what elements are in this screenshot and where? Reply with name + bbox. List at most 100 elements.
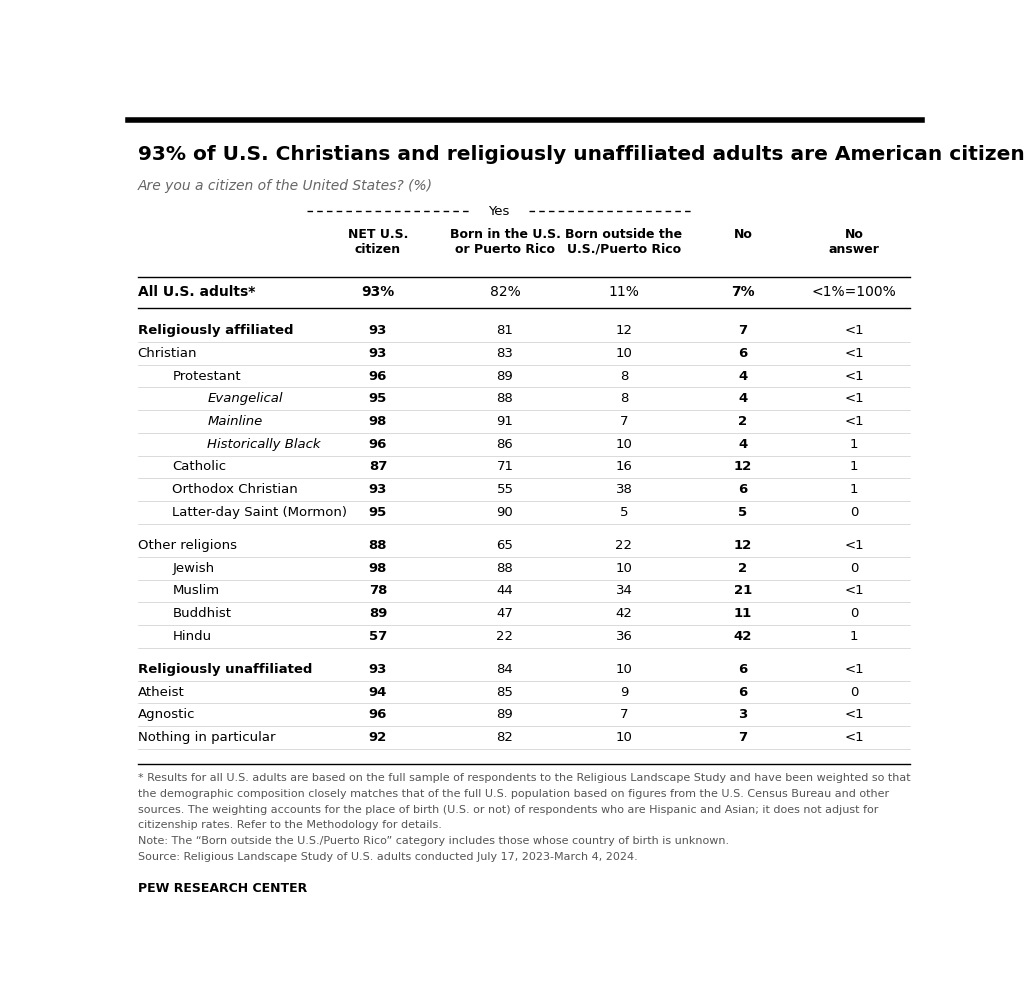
Text: Are you a citizen of the United States? (%): Are you a citizen of the United States? … <box>137 179 432 193</box>
Text: 93: 93 <box>369 346 387 360</box>
Text: 93% of U.S. Christians and religiously unaffiliated adults are American citizens: 93% of U.S. Christians and religiously u… <box>137 145 1024 163</box>
Text: 6: 6 <box>738 663 748 676</box>
Text: 12: 12 <box>734 539 753 552</box>
Text: Religiously affiliated: Religiously affiliated <box>137 324 293 338</box>
Text: Orthodox Christian: Orthodox Christian <box>172 483 298 496</box>
Text: Nothing in particular: Nothing in particular <box>137 731 275 744</box>
Text: 95: 95 <box>369 506 387 519</box>
Text: 11%: 11% <box>608 285 639 299</box>
Text: 47: 47 <box>497 607 513 620</box>
Text: 89: 89 <box>497 370 513 383</box>
Text: 7: 7 <box>620 708 629 721</box>
Text: Protestant: Protestant <box>172 370 241 383</box>
Text: 9: 9 <box>620 686 628 699</box>
Text: Jewish: Jewish <box>172 562 215 575</box>
Text: 4: 4 <box>738 393 748 405</box>
Text: <1: <1 <box>845 346 864 360</box>
Text: 34: 34 <box>615 584 633 597</box>
Text: sources. The weighting accounts for the place of birth (U.S. or not) of responde: sources. The weighting accounts for the … <box>137 805 878 815</box>
Text: Born in the U.S.
or Puerto Rico: Born in the U.S. or Puerto Rico <box>450 228 560 256</box>
Text: Historically Black: Historically Black <box>207 438 321 451</box>
Text: 8: 8 <box>620 393 628 405</box>
Text: 88: 88 <box>497 393 513 405</box>
Text: <1: <1 <box>845 731 864 744</box>
Text: 83: 83 <box>497 346 513 360</box>
Text: 3: 3 <box>738 708 748 721</box>
Text: 7: 7 <box>738 731 748 744</box>
Text: Evangelical: Evangelical <box>207 393 283 405</box>
Text: Muslim: Muslim <box>172 584 219 597</box>
Text: No
answer: No answer <box>828 228 880 256</box>
Text: 93%: 93% <box>361 285 394 299</box>
Text: 88: 88 <box>497 562 513 575</box>
Text: 96: 96 <box>369 708 387 721</box>
Text: 42: 42 <box>734 630 753 643</box>
Text: 6: 6 <box>738 686 748 699</box>
Text: 82: 82 <box>497 731 513 744</box>
Text: 96: 96 <box>369 370 387 383</box>
Text: <1%=100%: <1%=100% <box>812 285 897 299</box>
Text: Hindu: Hindu <box>172 630 212 643</box>
Text: 81: 81 <box>497 324 513 338</box>
Text: 90: 90 <box>497 506 513 519</box>
Text: 6: 6 <box>738 483 748 496</box>
Text: 78: 78 <box>369 584 387 597</box>
Text: 22: 22 <box>615 539 633 552</box>
Text: <1: <1 <box>845 584 864 597</box>
Text: NET U.S.
citizen: NET U.S. citizen <box>348 228 409 256</box>
Text: 0: 0 <box>850 686 858 699</box>
Text: 0: 0 <box>850 562 858 575</box>
Text: 1: 1 <box>850 630 858 643</box>
Text: 0: 0 <box>850 506 858 519</box>
Text: 44: 44 <box>497 584 513 597</box>
Text: 12: 12 <box>615 324 633 338</box>
Text: 93: 93 <box>369 663 387 676</box>
Text: 7: 7 <box>620 415 629 428</box>
Text: Christian: Christian <box>137 346 197 360</box>
Text: 5: 5 <box>738 506 748 519</box>
Text: 38: 38 <box>615 483 633 496</box>
Text: 16: 16 <box>615 461 633 473</box>
Text: Agnostic: Agnostic <box>137 708 195 721</box>
Text: 4: 4 <box>738 438 748 451</box>
Text: 65: 65 <box>497 539 513 552</box>
Text: 5: 5 <box>620 506 629 519</box>
Text: <1: <1 <box>845 324 864 338</box>
Text: <1: <1 <box>845 539 864 552</box>
Text: Mainline: Mainline <box>207 415 262 428</box>
Text: <1: <1 <box>845 708 864 721</box>
Text: 87: 87 <box>369 461 387 473</box>
Text: 1: 1 <box>850 438 858 451</box>
Text: 55: 55 <box>497 483 513 496</box>
Text: 57: 57 <box>369 630 387 643</box>
Text: 71: 71 <box>497 461 513 473</box>
Text: 8: 8 <box>620 370 628 383</box>
Text: 88: 88 <box>369 539 387 552</box>
Text: 0: 0 <box>850 607 858 620</box>
Text: 93: 93 <box>369 483 387 496</box>
Text: <1: <1 <box>845 415 864 428</box>
Text: 10: 10 <box>615 346 633 360</box>
Text: Other religions: Other religions <box>137 539 237 552</box>
Text: 86: 86 <box>497 438 513 451</box>
Text: <1: <1 <box>845 663 864 676</box>
Text: Catholic: Catholic <box>172 461 226 473</box>
Text: 98: 98 <box>369 415 387 428</box>
Text: Born outside the
U.S./Puerto Rico: Born outside the U.S./Puerto Rico <box>565 228 683 256</box>
Text: 93: 93 <box>369 324 387 338</box>
Text: Source: Religious Landscape Study of U.S. adults conducted July 17, 2023-March 4: Source: Religious Landscape Study of U.S… <box>137 852 637 862</box>
Text: 96: 96 <box>369 438 387 451</box>
Text: 10: 10 <box>615 562 633 575</box>
Text: 85: 85 <box>497 686 513 699</box>
Text: 22: 22 <box>497 630 513 643</box>
Text: 92: 92 <box>369 731 387 744</box>
Text: citizenship rates. Refer to the Methodology for details.: citizenship rates. Refer to the Methodol… <box>137 821 441 830</box>
Text: 94: 94 <box>369 686 387 699</box>
Text: Latter-day Saint (Mormon): Latter-day Saint (Mormon) <box>172 506 347 519</box>
Text: 89: 89 <box>497 708 513 721</box>
Text: 1: 1 <box>850 483 858 496</box>
Text: 82%: 82% <box>489 285 520 299</box>
Text: <1: <1 <box>845 393 864 405</box>
Text: 12: 12 <box>734 461 753 473</box>
Text: 10: 10 <box>615 731 633 744</box>
